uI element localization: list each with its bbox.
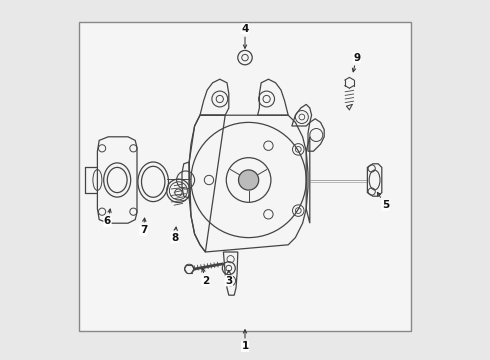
Text: 6: 6 xyxy=(104,209,111,226)
Text: 3: 3 xyxy=(225,270,232,286)
Text: 5: 5 xyxy=(377,192,389,210)
Text: 2: 2 xyxy=(202,269,209,286)
Text: 8: 8 xyxy=(171,227,178,243)
Text: 1: 1 xyxy=(242,330,248,351)
Text: 4: 4 xyxy=(241,24,249,48)
Circle shape xyxy=(239,170,259,190)
FancyBboxPatch shape xyxy=(79,22,411,331)
Text: 9: 9 xyxy=(352,53,360,72)
Text: 7: 7 xyxy=(140,218,147,235)
